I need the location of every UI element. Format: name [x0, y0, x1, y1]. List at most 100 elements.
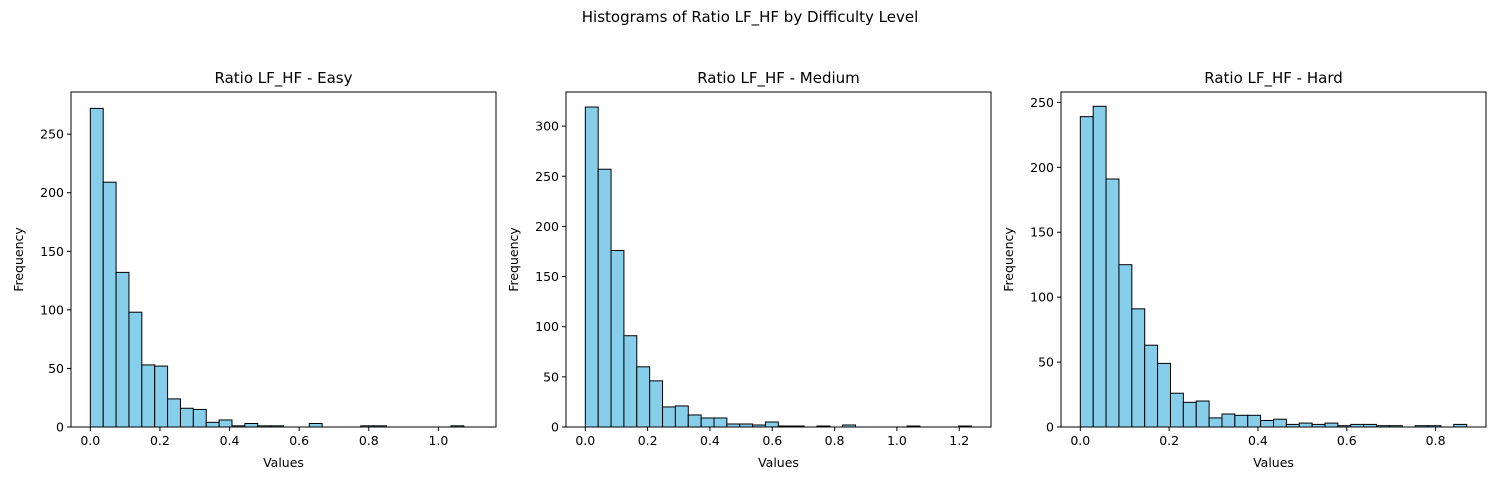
histogram-bar-medium — [623, 335, 638, 428]
x-tick-label-medium: 1.2 — [949, 433, 969, 448]
axes-frame-hard — [1060, 91, 1487, 428]
bars-easy — [89, 107, 465, 428]
x-axis-label-easy: Values — [263, 455, 304, 470]
histogram-bar-hard — [1182, 401, 1197, 428]
histogram-bar-medium — [713, 417, 728, 428]
subplot-medium: 0.0 0.2 0.4 0.6 0.8 1.0 1.2050100150200250300 … — [506, 69, 992, 470]
histogram-bar-easy — [192, 408, 207, 428]
x-tick-label-easy: 0.4 — [220, 433, 240, 448]
figure-suptitle: Histograms of Ratio LF_HF by Difficulty … — [582, 8, 919, 27]
x-tick-label-medium: 0.6 — [762, 433, 782, 448]
histogram-bar-easy — [179, 407, 194, 428]
y-axis-label-hard: Frequency — [1001, 227, 1016, 292]
histogram-bar-hard — [1208, 417, 1223, 428]
histogram-bar-easy — [244, 422, 259, 428]
histogram-bar-medium — [649, 380, 664, 428]
y-tick-label-medium: 50 — [543, 369, 559, 384]
ticks-medium: 0.0 0.2 0.4 0.6 0.8 1.0 1.2 0 50 100 150 200 250 300 — [535, 119, 969, 448]
histogram-bar-hard — [1157, 362, 1171, 428]
histogram-bar-hard — [1260, 420, 1274, 428]
histogram-bar-hard — [1324, 422, 1339, 428]
histogram-bar-hard — [1195, 400, 1210, 428]
histogram-bar-easy — [89, 107, 104, 428]
histogram-bar-hard — [1105, 178, 1120, 428]
x-tick-label-easy: 1.0 — [428, 433, 448, 448]
x-tick-label-easy: 0.6 — [289, 433, 309, 448]
histogram-bar-hard — [1247, 414, 1262, 428]
y-tick-label-medium: 300 — [535, 119, 559, 134]
x-axis-label-hard: Values — [1253, 455, 1294, 470]
histogram-bar-easy — [154, 365, 169, 428]
subplot-easy: 0.0 0.2 0.4 0.6 0.8 1.0 0 50 100 150 200 250 Ratio … — [11, 69, 497, 470]
axes-frame-medium — [565, 91, 992, 428]
x-tick-label-hard: 0.2 — [1159, 433, 1179, 448]
y-tick-label-hard: 50 — [1038, 355, 1054, 370]
y-tick-label-hard: 200 — [1030, 160, 1054, 175]
y-tick-label-easy: 50 — [48, 361, 64, 376]
histogram-bar-medium — [610, 249, 625, 428]
histogram-bar-hard — [1118, 264, 1133, 428]
bars-medium — [584, 106, 972, 428]
histogram-bar-hard — [1273, 418, 1287, 428]
histogram-bar-hard — [1079, 116, 1094, 428]
y-tick-label-easy: 200 — [40, 185, 64, 200]
subplot-hard: 0.0 0.2 0.4 0.6 0.8 0 50 100 150 200 250 Ratio LF_… — [1001, 69, 1487, 470]
ticks-easy: 0.0 0.2 0.4 0.6 0.8 1.0 0 50 100 150 200 250 — [40, 127, 448, 448]
x-tick-label-hard: 0.8 — [1426, 433, 1446, 448]
y-tick-label-hard: 150 — [1030, 225, 1054, 240]
histogram-bar-easy — [115, 271, 130, 428]
histogram-bar-medium — [636, 366, 651, 428]
histogram-bar-easy — [308, 422, 323, 428]
y-tick-label-medium: 200 — [535, 219, 559, 234]
axes-title-medium: Ratio LF_HF - Medium — [697, 69, 860, 88]
y-tick-label-medium: 0 — [551, 420, 559, 435]
histogram-bar-medium — [674, 405, 689, 428]
x-axis-label-medium: Values — [758, 455, 799, 470]
axes-frame-easy — [70, 91, 497, 428]
y-tick-label-easy: 250 — [40, 127, 64, 142]
histogram-bar-hard — [1221, 413, 1236, 428]
histogram-bar-easy — [167, 398, 181, 428]
x-tick-label-medium: 1.0 — [887, 433, 907, 448]
histogram-bar-medium — [764, 421, 779, 428]
y-tick-label-hard: 0 — [1046, 420, 1054, 435]
y-tick-label-easy: 0 — [56, 420, 64, 435]
histogram-bar-hard — [1298, 422, 1313, 428]
histogram-bar-medium — [662, 406, 676, 428]
histogram-bar-hard — [1169, 392, 1184, 428]
axes-title-easy: Ratio LF_HF - Easy — [215, 69, 353, 88]
x-tick-label-medium: 0.0 — [575, 433, 595, 448]
histogram-bar-easy — [141, 364, 156, 428]
histogram-bar-easy — [205, 421, 220, 428]
histogram-bar-hard — [1092, 105, 1107, 428]
y-tick-label-easy: 100 — [40, 302, 64, 317]
x-tick-label-hard: 0.0 — [1070, 433, 1090, 448]
y-tick-label-hard: 250 — [1030, 95, 1054, 110]
x-tick-label-medium: 0.2 — [638, 433, 658, 448]
y-tick-label-medium: 250 — [535, 169, 559, 184]
y-tick-label-easy: 150 — [40, 244, 64, 259]
histogram-bar-medium — [597, 168, 612, 428]
y-tick-label-hard: 100 — [1030, 290, 1054, 305]
axes-title-hard: Ratio LF_HF - Hard — [1204, 69, 1343, 88]
histogram-bar-hard — [1131, 308, 1146, 428]
x-tick-label-hard: 0.4 — [1248, 433, 1268, 448]
histogram-bar-hard — [1144, 344, 1159, 428]
x-tick-label-medium: 0.8 — [825, 433, 845, 448]
y-tick-label-medium: 100 — [535, 319, 559, 334]
y-axis-label-easy: Frequency — [11, 227, 26, 292]
y-axis-label-medium: Frequency — [506, 227, 521, 292]
histogram-bar-medium — [687, 414, 702, 428]
x-tick-label-hard: 0.6 — [1337, 433, 1357, 448]
histogram-bar-easy — [128, 311, 143, 428]
x-tick-label-easy: 0.8 — [359, 433, 379, 448]
histogram-bar-medium — [700, 417, 715, 428]
ticks-hard: 0.0 0.2 0.4 0.6 0.8 0 50 100 150 200 250 — [1030, 95, 1445, 448]
x-tick-label-easy: 0.0 — [80, 433, 100, 448]
histogram-bar-easy — [218, 419, 233, 428]
histogram-bar-medium — [584, 106, 599, 428]
x-tick-label-medium: 0.4 — [700, 433, 720, 448]
histogram-bar-hard — [1234, 414, 1249, 428]
histogram-bar-easy — [102, 181, 117, 428]
